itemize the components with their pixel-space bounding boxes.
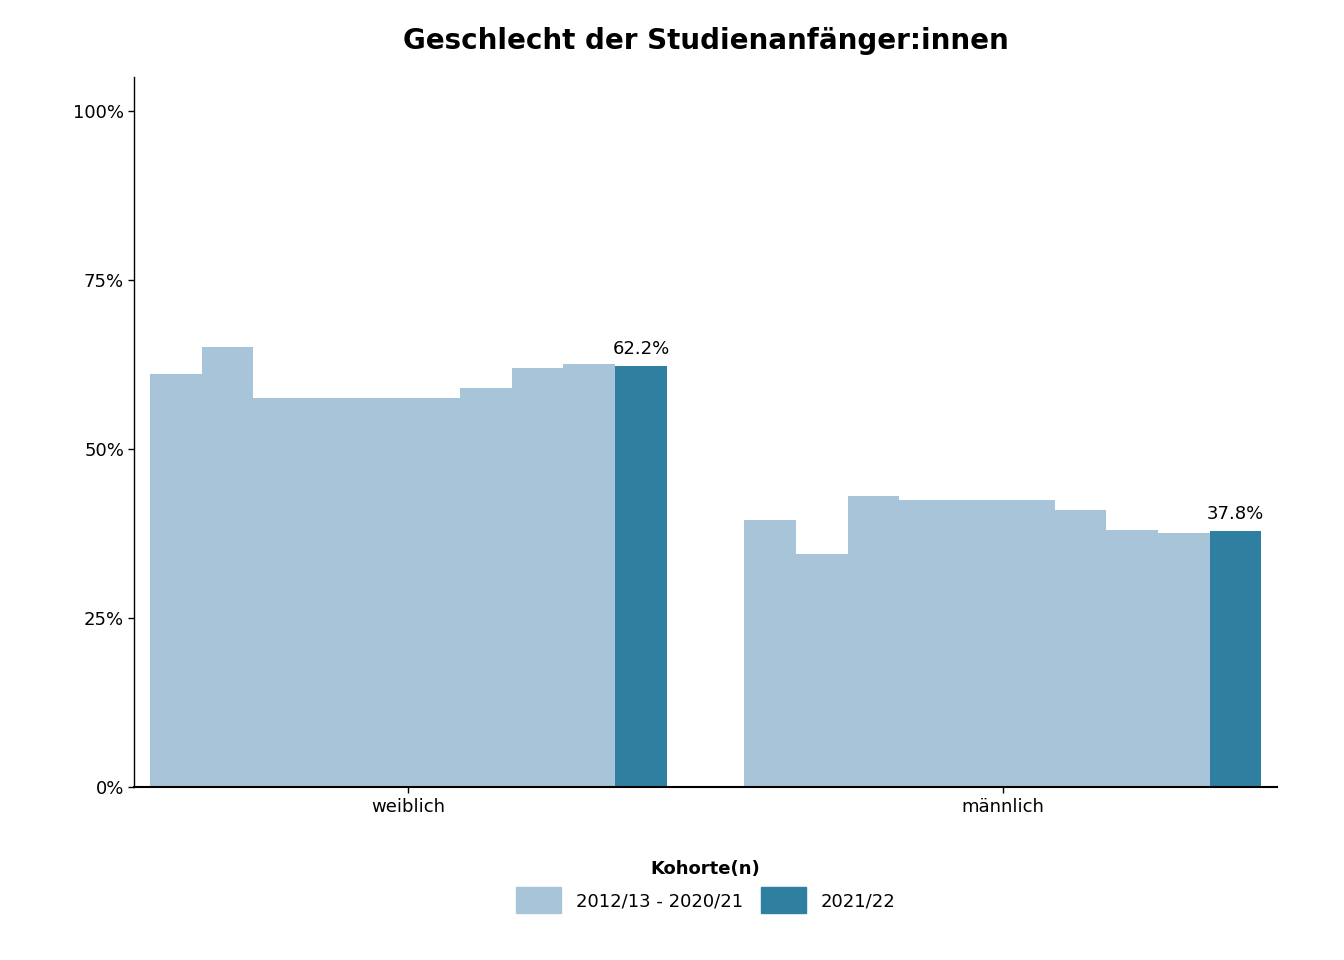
Bar	[848, 496, 899, 787]
Bar	[745, 520, 796, 787]
Bar	[356, 398, 409, 787]
Bar	[1210, 532, 1261, 787]
Bar	[202, 348, 253, 787]
Legend: 2012/13 - 2020/21, 2021/22: 2012/13 - 2020/21, 2021/22	[509, 853, 902, 921]
Bar	[1106, 530, 1159, 787]
Bar	[796, 554, 848, 787]
Bar	[616, 367, 667, 787]
Bar	[512, 368, 563, 787]
Text: 37.8%: 37.8%	[1207, 505, 1265, 523]
Bar	[563, 365, 616, 787]
Bar	[305, 398, 356, 787]
Bar	[1003, 499, 1055, 787]
Bar	[460, 388, 512, 787]
Bar	[1055, 510, 1106, 787]
Text: 62.2%: 62.2%	[613, 340, 669, 358]
Bar	[1159, 534, 1210, 787]
Title: Geschlecht der Studienanfänger:innen: Geschlecht der Studienanfänger:innen	[403, 27, 1008, 55]
Bar	[409, 398, 460, 787]
Bar	[952, 499, 1003, 787]
Bar	[253, 398, 305, 787]
Bar	[899, 499, 952, 787]
Bar	[151, 374, 202, 787]
